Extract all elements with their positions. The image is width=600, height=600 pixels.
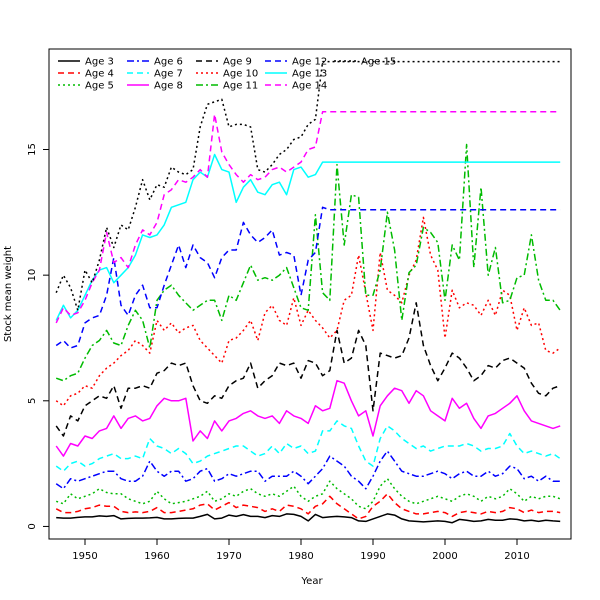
series-line-age-12 [55,206,561,349]
legend-label: Age 12 [292,57,327,68]
x-axis-label: Year [300,576,323,587]
series-line-age-10 [55,216,561,407]
legend-label: Age 8 [154,81,183,92]
legend-label: Age 4 [85,69,114,80]
x-tick-label: 1950 [72,551,97,562]
x-tick-label: 2010 [504,551,529,562]
legend-label: Age 3 [85,57,114,68]
legend-label: Age 6 [154,57,183,68]
legend-label: Age 9 [223,57,252,68]
series-line-age-3 [56,513,561,524]
series-line-age-15 [55,60,561,312]
series-line-age-14 [55,111,561,324]
series-line-age-5 [55,477,561,510]
series-line-age-6 [55,450,561,490]
x-tick-label: 1970 [216,551,241,562]
x-tick-label: 2000 [432,551,457,562]
y-tick-label: 0 [27,523,38,529]
x-tick-label: 1990 [360,551,385,562]
x-tick-label: 1980 [288,551,313,562]
series-line-age-8 [55,379,561,457]
legend-label: Age 15 [361,57,396,68]
series-line-age-4 [55,493,561,520]
y-tick-label: 5 [27,398,38,404]
series-layer [55,60,561,524]
legend-label: Age 13 [292,69,327,80]
legend-label: Age 10 [223,69,258,80]
axes: 1950 1960 1970 1980 1990 2000 2010 0 5 10 15 [27,143,530,562]
plot-frame [48,48,572,540]
series-line-age-11 [55,143,561,382]
series-line-age-13 [55,153,561,321]
legend-label: Age 11 [223,81,258,92]
x-tick-label: 1960 [144,551,169,562]
legend-label: Age 5 [85,81,114,92]
series-line-age-9 [55,302,561,437]
legend-label: Age 14 [292,81,327,92]
y-tick-label: 15 [27,143,38,156]
y-tick-label: 10 [27,269,38,282]
y-axis-label: Stock mean weight [3,246,14,342]
series-line-age-7 [55,420,561,472]
legend-label: Age 7 [154,69,183,80]
